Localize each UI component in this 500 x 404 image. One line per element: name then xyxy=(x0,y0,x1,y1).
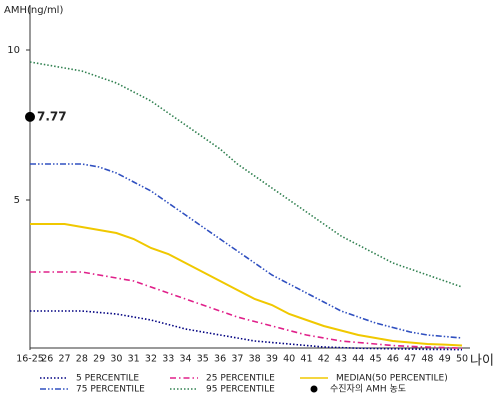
patient-label: 7.77 xyxy=(37,109,67,123)
x-tick-label: 45 xyxy=(370,354,382,365)
x-tick-label: 30 xyxy=(110,354,122,365)
x-tick-label: 46 xyxy=(387,354,399,365)
x-tick-label: 39 xyxy=(266,354,278,365)
series-line xyxy=(30,310,463,351)
x-tick-label: 41 xyxy=(300,354,312,365)
series-line xyxy=(30,223,463,347)
x-tick-label: 31 xyxy=(128,354,140,365)
patient-marker xyxy=(25,111,35,122)
x-tick-label: 35 xyxy=(197,354,209,365)
x-tick-label: 36 xyxy=(214,354,226,365)
series-line xyxy=(30,163,463,339)
legend-label: 95 PERCENTILE xyxy=(206,385,275,395)
y-axis-label: AMH(ng/ml) xyxy=(4,5,63,16)
legend-label: 25 PERCENTILE xyxy=(206,374,275,384)
x-tick-label: 26 xyxy=(41,354,53,365)
x-axis-label: 나이 xyxy=(470,354,494,369)
x-tick-label: 33 xyxy=(162,354,174,365)
x-tick-label: 42 xyxy=(318,354,330,365)
legend-label: 75 PERCENTILE xyxy=(76,385,145,395)
legend-label: 5 PERCENTILE xyxy=(76,374,139,384)
x-tick-label: 16-25 xyxy=(16,354,44,365)
y-tick-label: 5 xyxy=(14,195,20,206)
x-tick-label: 38 xyxy=(249,354,261,365)
legend-marker xyxy=(310,385,318,393)
x-tick-label: 37 xyxy=(231,354,243,365)
legend-label: MEDIAN(50 PERCENTILE) xyxy=(336,374,448,384)
series-line xyxy=(30,271,463,349)
series-line xyxy=(29,61,463,288)
y-tick-label: 10 xyxy=(7,45,20,56)
x-tick-label: 28 xyxy=(76,354,88,365)
x-tick-label: 49 xyxy=(439,354,451,365)
x-tick-label: 29 xyxy=(93,354,105,365)
x-tick-label: 47 xyxy=(404,354,416,365)
x-tick-label: 34 xyxy=(179,354,191,365)
x-tick-label: 27 xyxy=(59,354,71,365)
legend-label: 수진자의 AMH 농도 xyxy=(330,384,406,395)
x-tick-label: 40 xyxy=(283,354,295,365)
x-tick-label: 43 xyxy=(335,354,347,365)
x-tick-label: 44 xyxy=(352,354,364,365)
x-tick-label: 32 xyxy=(145,354,157,365)
x-tick-label: 48 xyxy=(421,354,433,365)
x-tick-label: 50 xyxy=(456,354,468,365)
